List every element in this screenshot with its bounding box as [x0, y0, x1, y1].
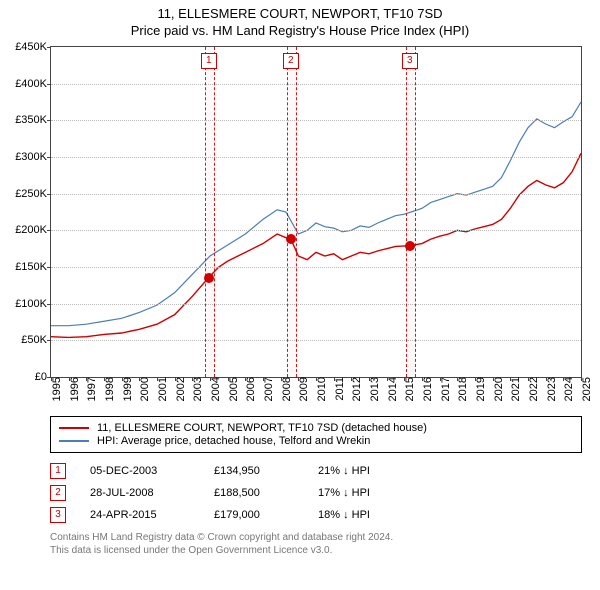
- chart-plot-area: £0£50K£100K£150K£200K£250K£300K£350K£400…: [50, 46, 582, 378]
- x-axis-label: 2002: [171, 377, 187, 401]
- x-axis-label: 2022: [524, 377, 540, 401]
- x-axis-label: 1999: [118, 377, 134, 401]
- legend-swatch-hpi: [59, 440, 89, 442]
- x-axis-label: 2023: [542, 377, 558, 401]
- x-axis-label: 2019: [471, 377, 487, 401]
- x-axis-label: 2009: [294, 377, 310, 401]
- sale-marker-1: 1: [50, 463, 66, 479]
- x-axis-label: 2012: [347, 377, 363, 401]
- x-axis-label: 2003: [188, 377, 204, 401]
- sale-row-2: 2 28-JUL-2008 £188,500 17% ↓ HPI: [50, 485, 582, 501]
- sale-diff-2: 17% ↓ HPI: [318, 487, 418, 499]
- sale-diff-1: 21% ↓ HPI: [318, 465, 418, 477]
- chart-lines-svg: [51, 47, 581, 377]
- chart-title-address: 11, ELLESMERE COURT, NEWPORT, TF10 7SD: [0, 6, 600, 21]
- sale-marker-3: 3: [50, 507, 66, 523]
- x-axis-label: 2011: [330, 377, 346, 401]
- x-axis-label: 2025: [577, 377, 593, 401]
- sale-row-3: 3 24-APR-2015 £179,000 18% ↓ HPI: [50, 507, 582, 523]
- legend-label-hpi: HPI: Average price, detached house, Telf…: [97, 435, 370, 447]
- y-axis-label: £100K: [15, 298, 51, 310]
- sale-marker-2: 2: [50, 485, 66, 501]
- y-axis-label: £350K: [15, 114, 51, 126]
- legend-swatch-property: [59, 427, 89, 429]
- chart-titles: 11, ELLESMERE COURT, NEWPORT, TF10 7SD P…: [0, 0, 600, 38]
- chart-legend: 11, ELLESMERE COURT, NEWPORT, TF10 7SD (…: [50, 416, 582, 453]
- x-axis-label: 1998: [100, 377, 116, 401]
- event-marker: 2: [283, 53, 299, 69]
- event-marker: 1: [201, 53, 217, 69]
- x-axis-label: 2020: [489, 377, 505, 401]
- sales-table: 1 05-DEC-2003 £134,950 21% ↓ HPI 2 28-JU…: [50, 463, 582, 523]
- x-axis-label: 2006: [241, 377, 257, 401]
- price-chart-figure: 11, ELLESMERE COURT, NEWPORT, TF10 7SD P…: [0, 0, 600, 557]
- y-axis-label: £250K: [15, 188, 51, 200]
- event-marker: 3: [402, 53, 418, 69]
- y-axis-label: £50K: [21, 334, 51, 346]
- series-hpi: [51, 102, 581, 326]
- x-axis-label: 2015: [400, 377, 416, 401]
- y-axis-label: £200K: [15, 224, 51, 236]
- x-axis-label: 2021: [506, 377, 522, 401]
- x-axis-label: 2013: [365, 377, 381, 401]
- y-axis-label: £400K: [15, 78, 51, 90]
- sale-price-3: £179,000: [214, 509, 294, 521]
- x-axis-label: 2017: [436, 377, 452, 401]
- footnote-line-2: This data is licensed under the Open Gov…: [50, 544, 582, 557]
- legend-label-property: 11, ELLESMERE COURT, NEWPORT, TF10 7SD (…: [97, 422, 427, 434]
- y-axis-label: £450K: [15, 41, 51, 53]
- chart-footnote: Contains HM Land Registry data © Crown c…: [50, 531, 582, 557]
- sale-point: [286, 234, 296, 244]
- x-axis-label: 2024: [559, 377, 575, 401]
- x-axis-label: 1995: [47, 377, 63, 401]
- x-axis-label: 1997: [82, 377, 98, 401]
- sale-price-1: £134,950: [214, 465, 294, 477]
- x-axis-label: 2014: [383, 377, 399, 401]
- sale-diff-3: 18% ↓ HPI: [318, 509, 418, 521]
- x-axis-label: 2000: [135, 377, 151, 401]
- x-axis-label: 2010: [312, 377, 328, 401]
- x-axis-label: 2001: [153, 377, 169, 401]
- y-axis-label: £300K: [15, 151, 51, 163]
- x-axis-label: 2005: [224, 377, 240, 401]
- legend-row-property: 11, ELLESMERE COURT, NEWPORT, TF10 7SD (…: [59, 422, 573, 434]
- x-axis-label: 2008: [277, 377, 293, 401]
- sale-date-2: 28-JUL-2008: [90, 487, 190, 499]
- footnote-line-1: Contains HM Land Registry data © Crown c…: [50, 531, 582, 544]
- y-axis-label: £150K: [15, 261, 51, 273]
- sale-row-1: 1 05-DEC-2003 £134,950 21% ↓ HPI: [50, 463, 582, 479]
- chart-below: 11, ELLESMERE COURT, NEWPORT, TF10 7SD (…: [50, 416, 582, 557]
- chart-title-sub: Price paid vs. HM Land Registry's House …: [0, 23, 600, 38]
- sale-date-3: 24-APR-2015: [90, 509, 190, 521]
- sale-point: [405, 241, 415, 251]
- legend-row-hpi: HPI: Average price, detached house, Telf…: [59, 435, 573, 447]
- x-axis-label: 2018: [453, 377, 469, 401]
- x-axis-label: 2016: [418, 377, 434, 401]
- sale-date-1: 05-DEC-2003: [90, 465, 190, 477]
- x-axis-label: 1996: [65, 377, 81, 401]
- sale-price-2: £188,500: [214, 487, 294, 499]
- x-axis-label: 2007: [259, 377, 275, 401]
- series-property: [51, 153, 581, 337]
- x-axis-label: 2004: [206, 377, 222, 401]
- sale-point: [204, 273, 214, 283]
